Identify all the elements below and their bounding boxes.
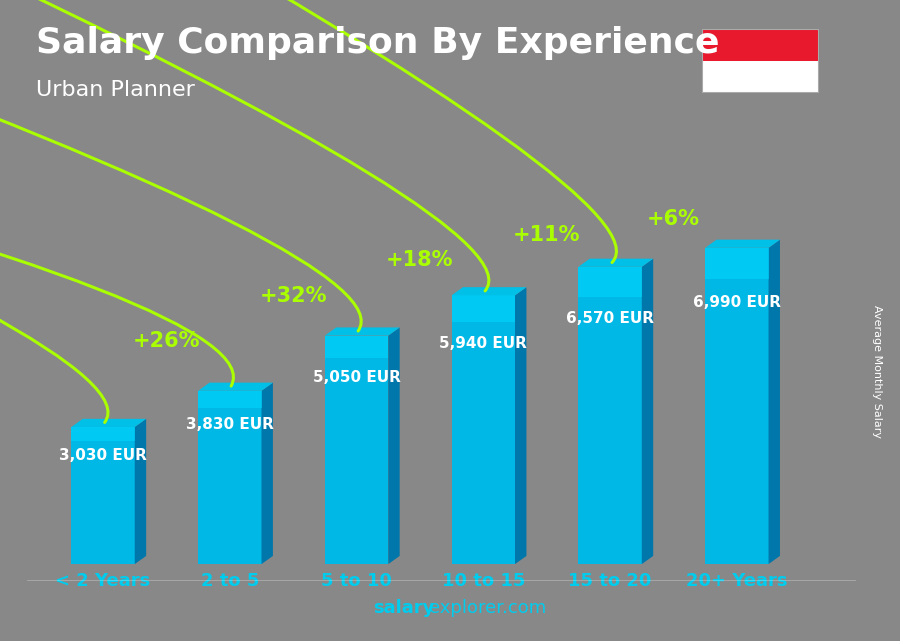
Bar	[198, 391, 262, 564]
Bar	[706, 248, 769, 279]
Polygon shape	[262, 383, 273, 564]
Bar	[452, 296, 515, 322]
Bar	[71, 427, 135, 564]
Polygon shape	[325, 328, 400, 336]
Polygon shape	[452, 287, 526, 296]
Bar	[706, 248, 769, 564]
Text: +11%: +11%	[513, 225, 580, 245]
Bar	[325, 336, 388, 564]
Text: 6,570 EUR: 6,570 EUR	[566, 312, 654, 326]
Polygon shape	[579, 259, 653, 267]
Bar	[579, 267, 642, 297]
Text: +18%: +18%	[386, 250, 454, 270]
Text: Salary Comparison By Experience: Salary Comparison By Experience	[36, 26, 719, 60]
Text: 6,990 EUR: 6,990 EUR	[693, 296, 781, 310]
Text: +6%: +6%	[647, 209, 700, 229]
Polygon shape	[388, 328, 400, 564]
Polygon shape	[769, 240, 780, 564]
Bar	[325, 336, 388, 358]
Text: 5,050 EUR: 5,050 EUR	[312, 370, 400, 385]
Bar	[702, 29, 819, 61]
Bar	[71, 427, 135, 441]
Polygon shape	[706, 240, 780, 248]
Bar	[452, 296, 515, 564]
Text: 3,830 EUR: 3,830 EUR	[186, 417, 274, 432]
Polygon shape	[135, 419, 146, 564]
Bar	[579, 267, 642, 564]
Polygon shape	[642, 259, 653, 564]
Text: salary: salary	[374, 599, 435, 617]
Text: Urban Planner: Urban Planner	[36, 80, 195, 100]
Text: +26%: +26%	[132, 331, 200, 351]
Text: Average Monthly Salary: Average Monthly Salary	[872, 305, 883, 438]
Text: explorer.com: explorer.com	[429, 599, 546, 617]
Polygon shape	[71, 419, 146, 427]
Text: +32%: +32%	[259, 286, 327, 306]
Polygon shape	[515, 287, 526, 564]
Polygon shape	[198, 383, 273, 391]
Text: 5,940 EUR: 5,940 EUR	[439, 336, 527, 351]
Text: 3,030 EUR: 3,030 EUR	[59, 447, 147, 463]
Bar	[198, 391, 262, 408]
Bar	[702, 61, 819, 93]
